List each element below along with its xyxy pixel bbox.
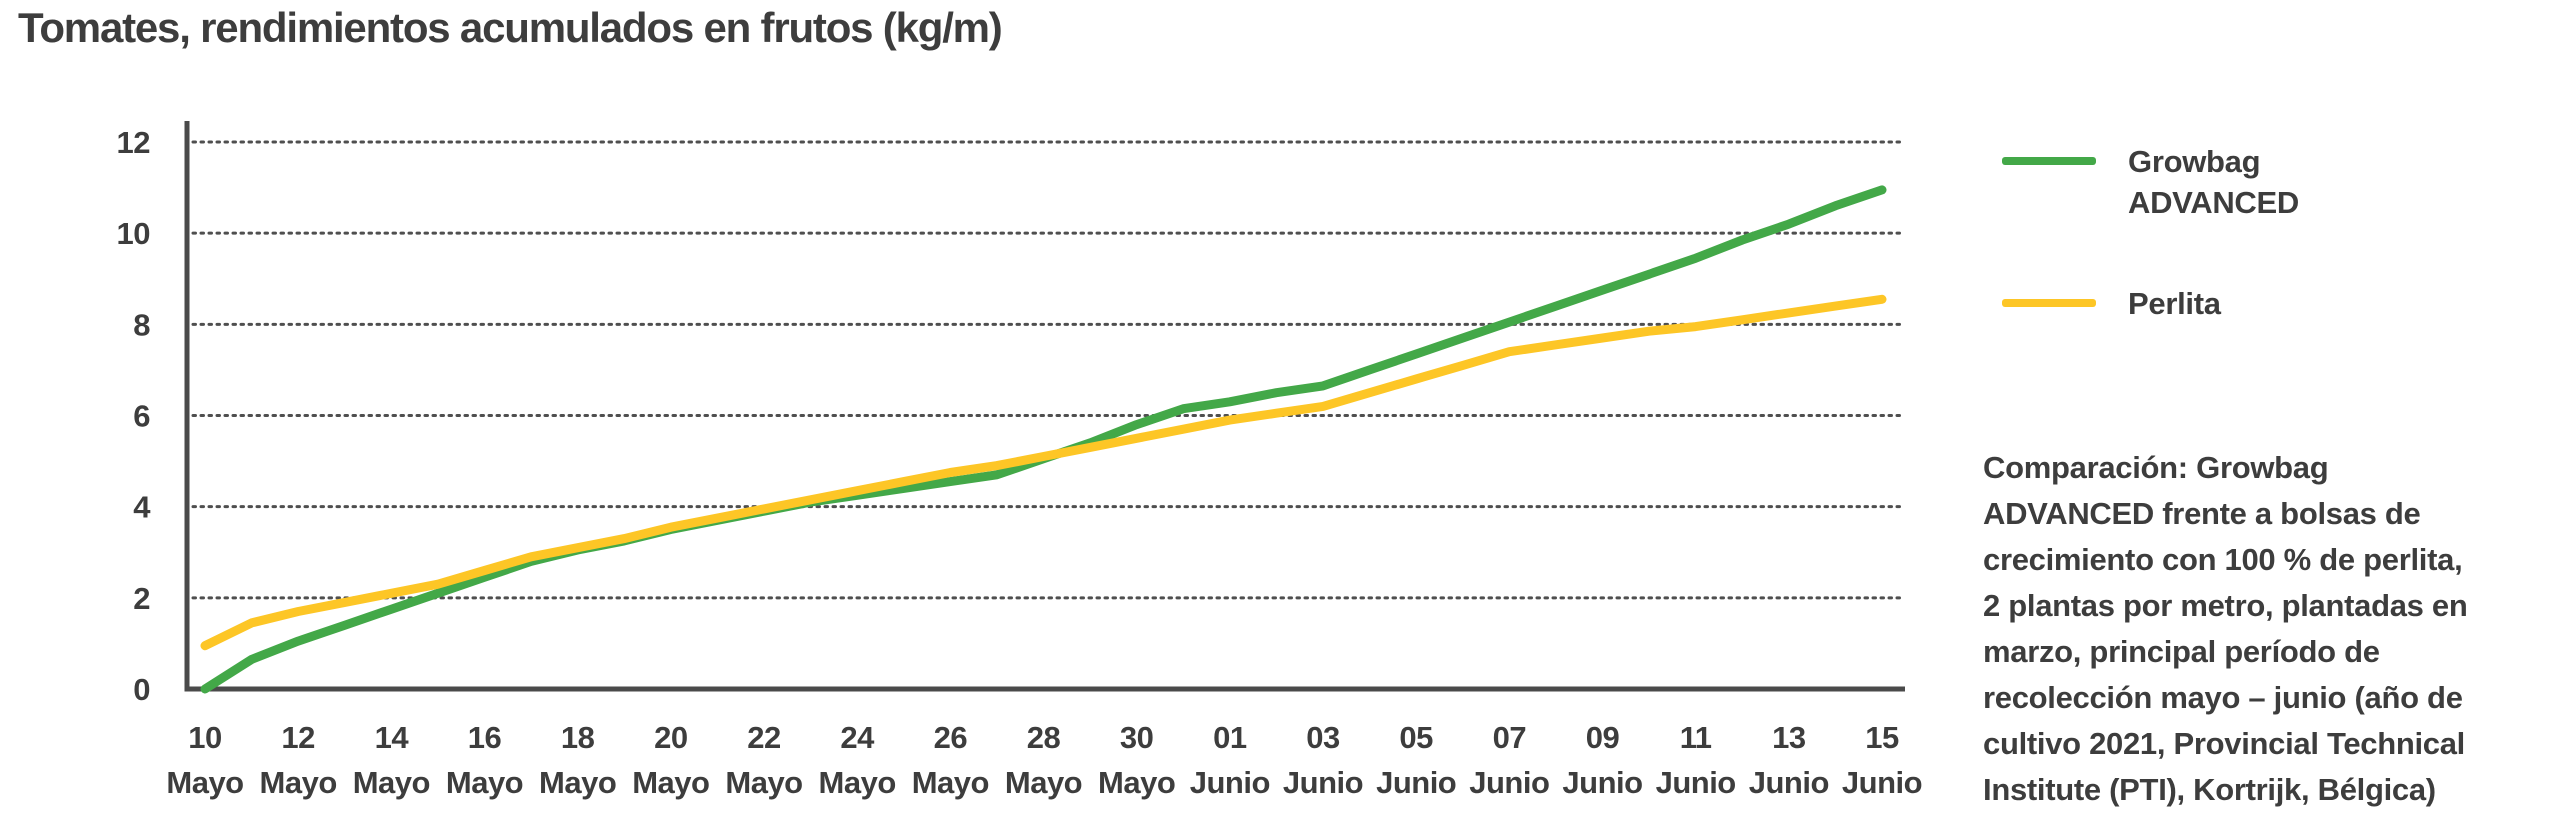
x-tick-month-30-Mayo: Mayo — [1098, 765, 1175, 800]
x-tick-day-01-Junio: 01 — [1213, 720, 1247, 755]
x-tick-month-16-Mayo: Mayo — [446, 765, 523, 800]
x-tick-day-22-Mayo: 22 — [747, 720, 780, 755]
legend-swatch-growbag-advanced — [2002, 157, 2096, 165]
x-tick-month-15-Junio: Junio — [1842, 765, 1922, 800]
y-tick-label-8: 8 — [133, 307, 150, 342]
x-tick-day-16-Mayo: 16 — [468, 720, 502, 755]
chart-title: Tomates, rendimientos acumulados en frut… — [18, 4, 1003, 51]
x-tick-day-24-Mayo: 24 — [840, 720, 875, 755]
x-tick-month-01-Junio: Junio — [1190, 765, 1270, 800]
series-line-growbag-advanced — [200, 185, 1887, 694]
x-tick-labels: 10 Mayo 12 Mayo 14 Mayo 16 Mayo 18 Mayo 20 Mayo 22 Ma… — [166, 720, 1922, 800]
x-tick-day-05-Junio: 05 — [1399, 720, 1433, 755]
series-line-perlita — [200, 294, 1887, 651]
x-tick-month-09-Junio: Junio — [1562, 765, 1642, 800]
y-tick-label-6: 6 — [133, 399, 150, 434]
x-tick-month-13-Junio: Junio — [1749, 765, 1829, 800]
y-tick-label-10: 10 — [117, 216, 150, 251]
legend-swatch-perlita — [2002, 299, 2096, 307]
legend-label-growbag-advanced: Growbag ADVANCED — [2128, 144, 2299, 220]
axes — [184, 121, 1905, 692]
x-tick-day-03-Junio: 03 — [1306, 720, 1340, 755]
chart-caption: Comparación: Growbag ADVANCED frente a b… — [1983, 450, 2468, 807]
x-tick-month-11-Junio: Junio — [1656, 765, 1736, 800]
y-tick-labels: 0 2 4 6 8 10 12 — [117, 125, 152, 707]
x-tick-day-26-Mayo: 26 — [934, 720, 968, 755]
x-tick-month-10-Mayo: Mayo — [166, 765, 243, 800]
x-tick-day-28-Mayo: 28 — [1027, 720, 1061, 755]
x-tick-day-07-Junio: 07 — [1493, 720, 1526, 755]
gridlines — [191, 140, 1907, 600]
x-tick-month-28-Mayo: Mayo — [1005, 765, 1082, 800]
x-tick-day-18-Mayo: 18 — [561, 720, 595, 755]
legend-label-perlita: Perlita — [2128, 286, 2221, 321]
x-tick-day-15-Junio: 15 — [1865, 720, 1899, 755]
x-tick-day-11-Junio: 11 — [1680, 720, 1712, 755]
x-tick-day-14-Mayo: 14 — [375, 720, 410, 755]
x-tick-day-12-Mayo: 12 — [281, 720, 314, 755]
x-tick-day-10-Mayo: 10 — [188, 720, 221, 755]
x-tick-month-05-Junio: Junio — [1376, 765, 1456, 800]
y-tick-label-4: 4 — [133, 490, 151, 525]
y-tick-label-0: 0 — [133, 672, 150, 707]
x-tick-month-18-Mayo: Mayo — [539, 765, 616, 800]
x-tick-day-13-Junio: 13 — [1772, 720, 1806, 755]
x-tick-month-07-Junio: Junio — [1469, 765, 1549, 800]
x-tick-month-20-Mayo: Mayo — [632, 765, 709, 800]
x-tick-day-30-Mayo: 30 — [1120, 720, 1153, 755]
line-chart: 02468101210Mayo12Mayo14Mayo16Mayo18Mayo2… — [117, 121, 1923, 800]
x-tick-day-20-Mayo: 20 — [654, 720, 687, 755]
x-tick-month-24-Mayo: Mayo — [819, 765, 896, 800]
y-tick-label-2: 2 — [133, 581, 150, 616]
x-tick-month-26-Mayo: Mayo — [912, 765, 989, 800]
y-tick-label-12: 12 — [117, 125, 150, 160]
x-tick-month-14-Mayo: Mayo — [353, 765, 430, 800]
x-tick-day-09-Junio: 09 — [1586, 720, 1620, 755]
x-tick-month-03-Junio: Junio — [1283, 765, 1363, 800]
x-tick-month-12-Mayo: Mayo — [260, 765, 337, 800]
x-tick-month-22-Mayo: Mayo — [725, 765, 802, 800]
